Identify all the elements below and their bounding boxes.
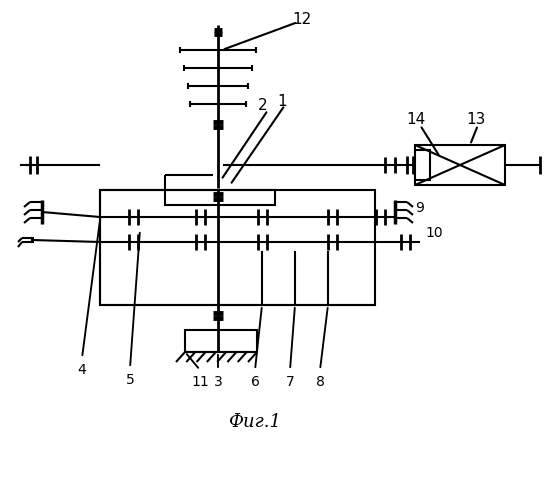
Text: 9: 9 (415, 201, 424, 215)
Text: 5: 5 (125, 373, 134, 387)
Bar (415, 145, 505, 185)
Text: 11: 11 (191, 375, 209, 389)
Text: 1: 1 (277, 94, 287, 108)
Text: 7: 7 (286, 375, 295, 389)
Text: Фиг.1: Фиг.1 (228, 413, 282, 431)
Bar (165, 190, 275, 205)
Text: 13: 13 (466, 112, 486, 128)
Text: 2: 2 (258, 98, 268, 112)
Text: 14: 14 (407, 112, 426, 128)
Bar (100, 190, 375, 305)
Text: 8: 8 (316, 375, 324, 389)
Text: 10: 10 (425, 226, 442, 240)
Text: 6: 6 (250, 375, 259, 389)
Text: 3: 3 (213, 375, 222, 389)
Text: 12: 12 (292, 12, 311, 26)
Text: 4: 4 (78, 363, 86, 377)
Bar (185, 330, 257, 352)
Bar (415, 150, 430, 180)
